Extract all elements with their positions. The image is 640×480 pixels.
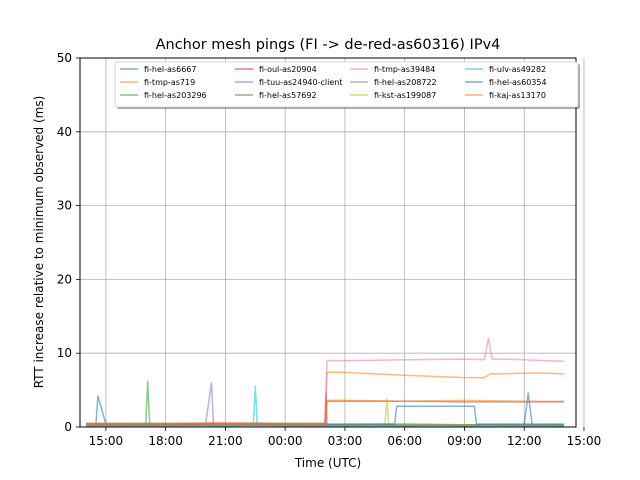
x-tick-label: 00:00 bbox=[268, 434, 303, 448]
chart-title: Anchor mesh pings (FI -> de-red-as60316)… bbox=[156, 37, 501, 53]
y-tick-label: 40 bbox=[57, 125, 72, 139]
y-axis-label: RTT increase relative to minimum observe… bbox=[32, 96, 46, 389]
legend-label: fi-oul-as20904 bbox=[259, 65, 317, 74]
plot-area bbox=[80, 58, 576, 427]
legend-label: fi-hel-as6667 bbox=[144, 65, 196, 74]
x-tick-label: 18:00 bbox=[148, 434, 183, 448]
x-axis-label: Time (UTC) bbox=[294, 456, 361, 470]
grid bbox=[80, 57, 585, 428]
y-tick-label: 0 bbox=[64, 420, 72, 434]
plot-frame bbox=[79, 57, 577, 428]
y-tick-label: 30 bbox=[57, 199, 72, 213]
y-axis: 0 10 20 30 40 50 bbox=[57, 51, 80, 434]
x-tick-label: 15:00 bbox=[89, 434, 124, 448]
x-axis: 15:00 18:00 21:00 00:00 03:00 06:00 09:00 12:00… bbox=[89, 427, 602, 448]
legend-label: fi-tmp-as39484 bbox=[374, 65, 435, 74]
legend-label: fi-hel-as60354 bbox=[489, 78, 547, 87]
legend-label: fi-hel-as208722 bbox=[374, 78, 437, 87]
x-tick-label: 03:00 bbox=[328, 434, 363, 448]
legend-label: fi-tuu-as24940-client bbox=[259, 78, 342, 87]
x-tick-label: 09:00 bbox=[447, 434, 482, 448]
series-layer bbox=[85, 337, 565, 427]
x-tick-label: 21:00 bbox=[208, 434, 243, 448]
legend-label: fi-kaj-as13170 bbox=[489, 91, 546, 100]
legend-label: fi-hel-as57692 bbox=[259, 91, 317, 100]
legend-label: fi-ulv-as49282 bbox=[489, 65, 546, 74]
series-line-fi-ulv-as49282 bbox=[86, 385, 564, 427]
y-tick-label: 20 bbox=[57, 272, 72, 286]
legend: fi-hel-as6667 fi-tmp-as719 fi-hel-as203296… bbox=[114, 61, 580, 109]
legend-box bbox=[114, 61, 579, 108]
x-tick-label: 12:00 bbox=[507, 434, 542, 448]
legend-label: fi-tmp-as719 bbox=[144, 78, 195, 87]
legend-label: fi-kst-as199087 bbox=[374, 91, 436, 100]
x-tick-label: 15:00 bbox=[567, 434, 602, 448]
x-tick-label: 06:00 bbox=[387, 434, 422, 448]
y-tick-label: 10 bbox=[57, 346, 72, 360]
series-line-fi-kaj-as13170 bbox=[86, 399, 564, 425]
legend-label: fi-hel-as203296 bbox=[144, 91, 207, 100]
y-tick-label: 50 bbox=[57, 51, 72, 65]
